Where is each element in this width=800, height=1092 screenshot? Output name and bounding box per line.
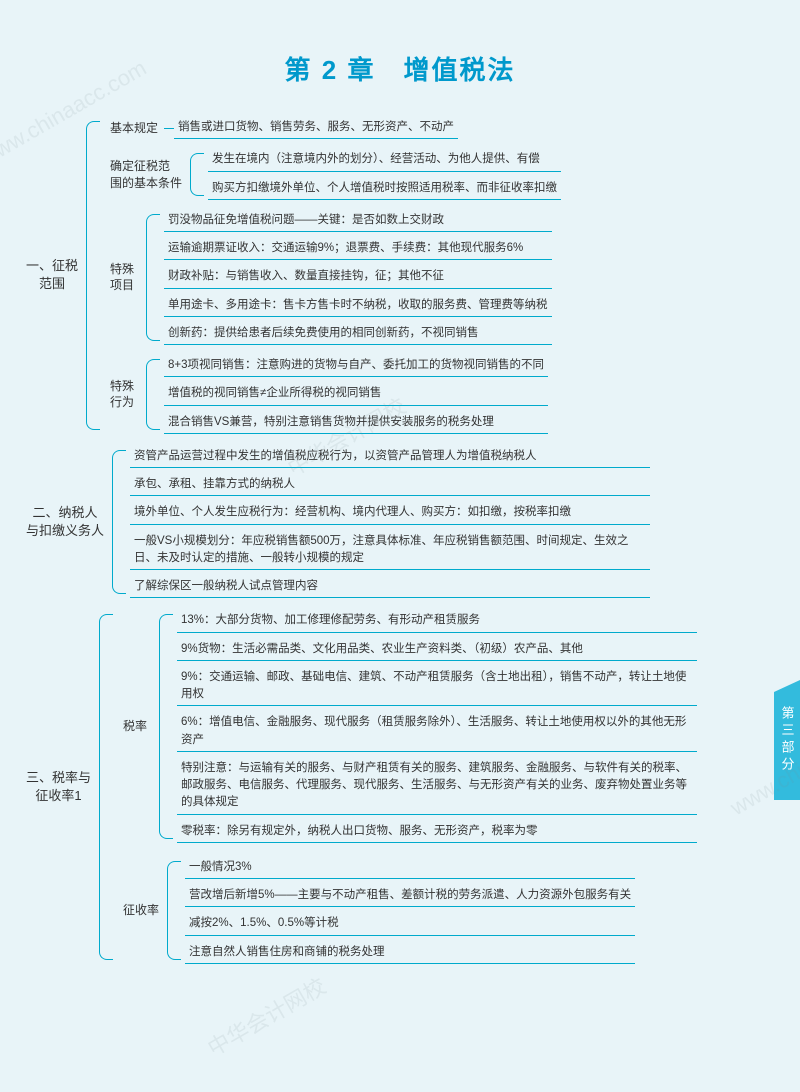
- leaf-text: 了解综保区一般纳税人试点管理内容: [130, 576, 650, 598]
- page-title: 第 2 章 增值税法: [0, 0, 800, 117]
- leaf-text: 9%：交通运输、邮政、基础电信、建筑、不动产租赁服务（含土地出租），销售不动产，…: [177, 667, 697, 707]
- leaf-text: 零税率：除另有规定外，纳税人出口货物、服务、无形资产，税率为零: [177, 821, 697, 843]
- mid-node: 税率: [117, 716, 157, 737]
- leaf-text: 8+3项视同销售：注意购进的货物与自产、委托加工的货物视同销售的不同: [164, 355, 548, 377]
- leaf-text: 境外单位、个人发生应税行为：经营机构、境内代理人、购买方：如扣缴，按税率扣缴: [130, 502, 650, 524]
- leaf-text: 13%：大部分货物、加工修理修配劳务、有形动产租赁服务: [177, 610, 697, 632]
- leaf-text: 运输逾期票证收入：交通运输9%；退票费、手续费：其他现代服务6%: [164, 238, 552, 260]
- branch-2: 二、纳税人 与扣缴义务人 资管产品运营过程中发生的增值税应税行为，以资管产品管理…: [20, 446, 800, 599]
- mid-node: 确定征税范 围的基本条件: [104, 156, 188, 194]
- subbranch-1-2: 确定征税范 围的基本条件 发生在境内（注意境内外的划分）、经营活动、为他人提供、…: [104, 149, 561, 200]
- leaf-text: 购买方扣缴境外单位、个人增值税时按照适用税率、而非征收率扣缴: [208, 178, 561, 200]
- root-node-1: 一、征税 范围: [20, 255, 84, 295]
- subbranch-1-4: 特殊 行为 8+3项视同销售：注意购进的货物与自产、委托加工的货物视同销售的不同…: [104, 355, 561, 434]
- leaf-text: 特别注意：与运输有关的服务、与财产租赁有关的服务、建筑服务、金融服务、与软件有关…: [177, 758, 697, 815]
- leaf-text: 一般VS小规模划分：年应税销售额500万，注意具体标准、年应税销售额范围、时间规…: [130, 531, 650, 571]
- leaf-text: 创新药：提供给患者后续免费使用的相同创新药，不视同销售: [164, 323, 552, 345]
- leaf-text: 6%：增值电信、金融服务、现代服务（租赁服务除外）、生活服务、转让土地使用权以外…: [177, 712, 697, 752]
- leaf-text: 单用途卡、多用途卡：售卡方售卡时不纳税，收取的服务费、管理费等纳税: [164, 295, 552, 317]
- leaf-text: 财政补贴：与销售收入、数量直接挂钩，征；其他不征: [164, 266, 552, 288]
- mid-node: 特殊 行为: [104, 376, 144, 414]
- leaf-text: 增值税的视同销售≠企业所得税的视同销售: [164, 383, 548, 405]
- leaf-text: 一般情况3%: [185, 857, 635, 879]
- leaf-text: 营改增后新增5%——主要与不动产租售、差额计税的劳务派遣、人力资源外包服务有关: [185, 885, 635, 907]
- leaf-text: 9%货物：生活必需品类、文化用品类、农业生产资料类、（初级）农产品、其他: [177, 639, 697, 661]
- leaf-text: 罚没物品征免增值税问题——关键：是否如数上交财政: [164, 210, 552, 232]
- root-node-3: 三、税率与 征收率1: [20, 767, 97, 807]
- leaf-text: 发生在境内（注意境内外的划分）、经营活动、为他人提供、有偿: [208, 149, 561, 171]
- leaf-text: 承包、承租、挂靠方式的纳税人: [130, 474, 650, 496]
- subbranch-3-2: 征收率 一般情况3% 营改增后新增5%——主要与不动产租售、差额计税的劳务派遣、…: [117, 857, 697, 964]
- leaf-text: 资管产品运营过程中发生的增值税应税行为，以资管产品管理人为增值税纳税人: [130, 446, 650, 468]
- mid-node: 征收率: [117, 900, 165, 921]
- leaf-text: 减按2%、1.5%、0.5%等计税: [185, 913, 635, 935]
- watermark: 中华会计网校: [201, 969, 331, 1063]
- mind-map-tree: 一、征税 范围 基本规定 销售或进口货物、销售劳务、服务、无形资产、不动产 确定…: [0, 117, 800, 964]
- branch-1: 一、征税 范围 基本规定 销售或进口货物、销售劳务、服务、无形资产、不动产 确定…: [20, 117, 800, 434]
- subbranch-1-3: 特殊 项目 罚没物品征免增值税问题——关键：是否如数上交财政 运输逾期票证收入：…: [104, 210, 561, 345]
- leaf-text: 销售或进口货物、销售劳务、服务、无形资产、不动产: [174, 117, 458, 139]
- root-node-2: 二、纳税人 与扣缴义务人: [20, 502, 110, 542]
- subbranch-1-1: 基本规定 销售或进口货物、销售劳务、服务、无形资产、不动产: [104, 117, 561, 139]
- side-tab: 第三部分: [774, 680, 800, 800]
- branch-3: 三、税率与 征收率1 税率 13%：大部分货物、加工修理修配劳务、有形动产租赁服…: [20, 610, 800, 964]
- leaf-text: 注意自然人销售住房和商铺的税务处理: [185, 942, 635, 964]
- mid-node: 特殊 项目: [104, 259, 144, 297]
- subbranch-3-1: 税率 13%：大部分货物、加工修理修配劳务、有形动产租赁服务 9%货物：生活必需…: [117, 610, 697, 843]
- leaf-text: 混合销售VS兼营，特别注意销售货物并提供安装服务的税务处理: [164, 412, 548, 434]
- mid-node: 基本规定: [104, 118, 164, 139]
